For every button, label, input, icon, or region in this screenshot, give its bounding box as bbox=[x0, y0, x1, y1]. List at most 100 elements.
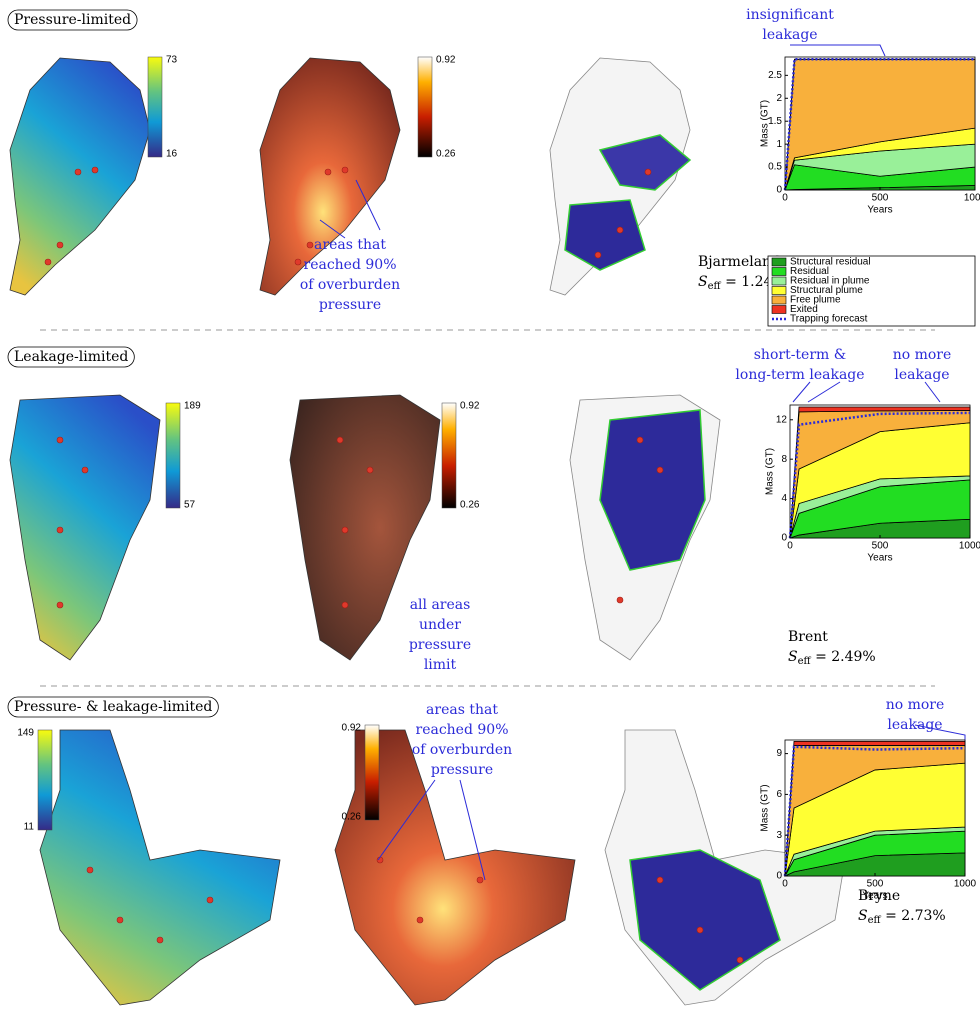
efficiency-subscript: eff bbox=[708, 281, 722, 292]
site-name: Brent bbox=[788, 629, 828, 645]
legend-swatch bbox=[771, 267, 787, 276]
y-axis-label: Mass (GT) bbox=[760, 784, 771, 831]
y-tick-label: 2.5 bbox=[768, 70, 782, 81]
legend-box bbox=[767, 255, 976, 327]
efficiency-symbol: S bbox=[858, 908, 868, 924]
y-tick-label: 3 bbox=[776, 830, 782, 841]
section-label-box bbox=[7, 696, 219, 718]
maps bbox=[9, 57, 846, 1006]
legend-swatch bbox=[771, 286, 787, 295]
legend-swatch bbox=[771, 305, 787, 314]
chart-annotation: no more bbox=[893, 347, 952, 363]
map-annotation: areas that bbox=[426, 702, 498, 718]
section-label: Pressure-limited bbox=[14, 12, 131, 28]
colorbar-label: 0.92 bbox=[460, 401, 480, 412]
x-axis-label: Years bbox=[867, 205, 892, 216]
map-annotation: pressure bbox=[319, 297, 381, 313]
y-tick-label: 8 bbox=[781, 454, 787, 465]
colorbar bbox=[37, 729, 53, 831]
section-label: Pressure- & leakage-limited bbox=[14, 699, 212, 715]
x-axis-label: Years bbox=[862, 891, 887, 902]
efficiency: Seff = 2.73% bbox=[858, 908, 946, 926]
colorbar-label: 16 bbox=[166, 149, 178, 160]
colorbar-label: 0.26 bbox=[342, 812, 362, 823]
depth-map bbox=[39, 729, 281, 1006]
y-axis-label: Mass (GT) bbox=[765, 448, 776, 495]
y-axis-label: Mass (GT) bbox=[760, 100, 771, 147]
arrow bbox=[319, 219, 346, 239]
x-tick-label: 500 bbox=[872, 541, 889, 552]
y-tick-label: 1 bbox=[776, 139, 782, 150]
depth-map bbox=[9, 57, 151, 296]
chart-annotation: leakage bbox=[887, 717, 942, 733]
map-annotation: under bbox=[419, 617, 461, 633]
x-tick-label: 500 bbox=[872, 193, 889, 204]
section-label-box bbox=[7, 9, 138, 31]
y-tick-label: 0 bbox=[776, 185, 782, 196]
y-tick-label: 0 bbox=[776, 871, 782, 882]
x-tick-label: 0 bbox=[782, 193, 788, 204]
colorbar-label: 149 bbox=[17, 728, 34, 739]
plume-patch bbox=[598, 134, 692, 191]
efficiency-subscript: eff bbox=[798, 656, 812, 667]
pressure-map bbox=[289, 394, 441, 661]
efficiency-symbol: S bbox=[698, 274, 708, 290]
colorbar-label: 73 bbox=[166, 55, 178, 66]
legend-label: Residual bbox=[790, 266, 829, 277]
arrow bbox=[792, 381, 841, 403]
efficiency-subscript: eff bbox=[868, 915, 882, 926]
section-label: Leakage-limited bbox=[14, 349, 128, 365]
arrow bbox=[790, 44, 886, 57]
plume-patch bbox=[599, 409, 706, 571]
map-annotation: areas that bbox=[314, 237, 386, 253]
colorbar-label: 11 bbox=[24, 822, 35, 833]
legend-label: Trapping forecast bbox=[790, 314, 868, 325]
forecast-line bbox=[783, 745, 966, 877]
area bbox=[789, 406, 971, 539]
map-annotation: pressure bbox=[431, 762, 493, 778]
map-annotation: reached 90% bbox=[416, 722, 509, 738]
colorbar bbox=[364, 724, 380, 821]
y-tick-label: 6 bbox=[776, 789, 782, 800]
x-axis-label: Years bbox=[867, 553, 892, 564]
annotation-arrows bbox=[319, 44, 966, 881]
arrow bbox=[924, 381, 941, 403]
legend-label: Free plume bbox=[790, 295, 841, 306]
x-tick-label: 0 bbox=[787, 541, 793, 552]
x-tick-label: 1000 bbox=[964, 193, 980, 204]
wells bbox=[44, 166, 744, 964]
map-annotation: of overburden bbox=[300, 277, 400, 293]
map-annotation: limit bbox=[424, 657, 457, 673]
chart-annotation: leakage bbox=[894, 367, 949, 383]
legend-label: Structural residual bbox=[790, 257, 871, 268]
y-tick-label: 12 bbox=[776, 414, 788, 425]
area bbox=[784, 740, 966, 877]
colorbar bbox=[165, 402, 181, 509]
x-tick-label: 1000 bbox=[954, 879, 977, 890]
colorbar-label: 0.92 bbox=[436, 55, 456, 66]
map-annotation: pressure bbox=[409, 637, 471, 653]
legend-label: Structural plume bbox=[790, 285, 863, 296]
y-tick-label: 9 bbox=[776, 748, 782, 759]
forecast-line bbox=[788, 411, 971, 539]
plume-patch bbox=[564, 199, 646, 271]
chart-annotation: leakage bbox=[762, 27, 817, 43]
colorbar-label: 0.26 bbox=[460, 500, 480, 511]
colorbar bbox=[417, 56, 433, 158]
y-tick-label: 0.5 bbox=[768, 162, 782, 173]
efficiency-value: = 2.49% bbox=[811, 649, 876, 665]
site-name: Bjarmeland bbox=[698, 254, 780, 270]
pressure-map bbox=[334, 729, 576, 1006]
arrow bbox=[355, 179, 381, 231]
colorbar-label: 0.26 bbox=[436, 149, 456, 160]
legend-swatch bbox=[771, 295, 787, 305]
chart-annotation: insignificant bbox=[746, 7, 834, 23]
colorbar-label: 57 bbox=[184, 500, 196, 511]
y-tick-label: 1.5 bbox=[768, 116, 782, 127]
legend-swatch bbox=[771, 276, 787, 286]
legend-swatch bbox=[771, 257, 787, 267]
colorbar-label: 189 bbox=[184, 401, 201, 412]
efficiency: Seff = 2.49% bbox=[788, 649, 876, 667]
pressure-map bbox=[259, 57, 401, 296]
colorbar bbox=[147, 56, 163, 158]
